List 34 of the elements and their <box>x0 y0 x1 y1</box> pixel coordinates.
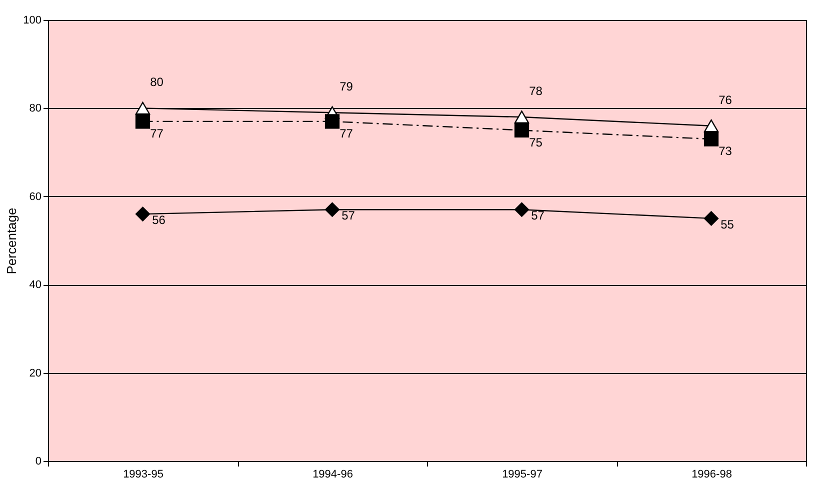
point <box>514 122 530 138</box>
y-tick-label: 60 <box>29 190 42 203</box>
point <box>514 110 530 124</box>
data-label: 56 <box>152 213 166 228</box>
point <box>704 132 719 146</box>
data-label: 73 <box>718 144 732 158</box>
x-tick-label: 1993-95 <box>123 468 164 480</box>
data-label: 55 <box>720 217 734 232</box>
y-axis-title: Percentage <box>4 208 20 274</box>
point <box>704 211 719 226</box>
data-label: 57 <box>531 208 545 223</box>
point <box>135 102 150 115</box>
data-label: 78 <box>529 84 543 98</box>
data-label: 79 <box>340 80 354 94</box>
data-label: 77 <box>340 126 354 140</box>
point <box>135 114 150 129</box>
x-tick-label: 1995-97 <box>502 468 542 480</box>
data-label: 80 <box>150 75 164 90</box>
data-label: 75 <box>529 135 543 150</box>
y-tick-label: 80 <box>29 102 42 115</box>
y-tick-label: 40 <box>29 279 42 292</box>
x-tick-label: 1996-98 <box>692 468 732 480</box>
point <box>324 202 340 217</box>
point <box>135 206 150 222</box>
data-label: 77 <box>150 126 164 140</box>
y-tick-label: 0 <box>35 456 42 468</box>
data-label: 76 <box>718 92 732 107</box>
data-label: 57 <box>342 208 356 223</box>
point <box>704 119 719 132</box>
y-tick-label: 100 <box>23 14 42 26</box>
x-tick-label: 1994-96 <box>312 468 353 480</box>
point <box>324 114 340 129</box>
point <box>514 202 530 217</box>
y-tick-label: 20 <box>29 367 42 380</box>
